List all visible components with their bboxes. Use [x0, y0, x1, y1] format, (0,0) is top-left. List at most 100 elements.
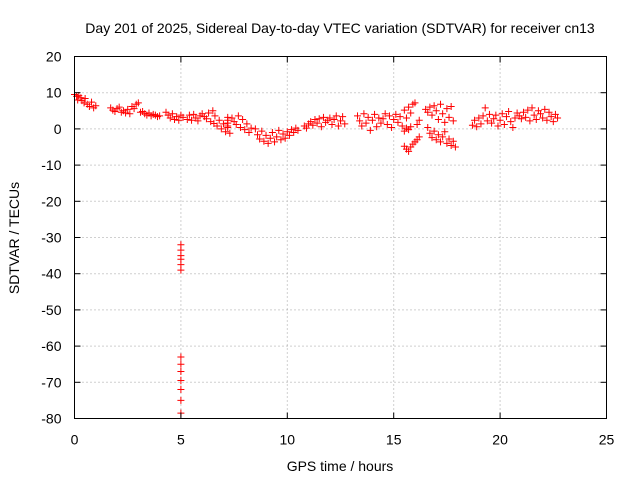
data-point: [337, 117, 344, 125]
data-point: [392, 110, 400, 118]
data-point: [177, 353, 185, 361]
data-point: [366, 126, 374, 134]
data-point: [483, 117, 491, 125]
data-point: [441, 128, 449, 136]
data-point: [449, 117, 457, 125]
data-point: [437, 100, 445, 108]
data-point: [381, 110, 389, 118]
data-point: [217, 125, 225, 133]
data-point: [547, 113, 555, 121]
data-point: [441, 118, 449, 126]
data-point: [281, 134, 289, 142]
data-point: [188, 116, 196, 124]
data-point: [432, 136, 440, 144]
data-point: [554, 114, 562, 122]
data-point: [545, 108, 553, 116]
data-point: [339, 113, 347, 121]
data-point: [488, 119, 496, 127]
data-point: [126, 110, 134, 118]
data-point: [273, 133, 281, 141]
data-point: [449, 137, 457, 145]
data-point: [360, 110, 368, 118]
y-axis-label: SDTVAR / TECUs: [6, 182, 22, 294]
data-point: [377, 119, 385, 127]
data-point: [275, 126, 283, 134]
data-point: [375, 114, 383, 122]
data-points: [71, 91, 562, 417]
data-point: [498, 110, 506, 118]
data-point: [373, 123, 381, 131]
data-point: [330, 115, 338, 123]
data-point: [264, 139, 272, 147]
data-point: [473, 123, 481, 131]
x-tick-label: 15: [386, 432, 402, 448]
chart-title: Day 201 of 2025, Sidereal Day-to-day VTE…: [85, 20, 595, 36]
data-point: [407, 109, 415, 117]
data-point: [383, 121, 391, 129]
data-point: [173, 113, 181, 121]
data-point: [517, 115, 525, 123]
data-point: [175, 116, 183, 124]
data-point: [283, 128, 291, 136]
data-point: [549, 118, 557, 126]
data-point: [326, 114, 334, 122]
data-point: [528, 104, 536, 112]
data-point: [424, 108, 432, 116]
data-point: [479, 112, 487, 120]
data-point: [207, 118, 215, 126]
data-point: [379, 115, 387, 123]
data-point: [511, 114, 519, 122]
data-point: [543, 116, 551, 124]
data-point: [177, 386, 185, 394]
data-point: [177, 360, 185, 368]
data-point: [530, 111, 538, 119]
y-tick-label: -20: [41, 193, 61, 209]
data-point: [245, 129, 253, 137]
data-point: [268, 129, 276, 137]
x-tick-label: 0: [71, 432, 79, 448]
data-point: [134, 99, 142, 107]
data-point: [432, 107, 440, 115]
data-point: [194, 117, 202, 125]
data-point: [166, 114, 174, 122]
y-tick-label: 20: [46, 49, 62, 65]
data-point: [388, 123, 396, 131]
data-point: [124, 105, 132, 113]
data-point: [430, 127, 438, 135]
data-point: [524, 106, 532, 114]
data-point: [371, 110, 379, 118]
y-tick-label: 10: [46, 85, 62, 101]
data-point: [400, 106, 408, 114]
data-point: [368, 116, 376, 124]
data-point: [328, 121, 336, 129]
data-point: [426, 103, 434, 111]
x-tick-label: 5: [177, 432, 185, 448]
data-point: [247, 124, 255, 132]
y-tick-labels: 20 10 0 -10 -20 -30 -40 -50 -60 -70 -80: [41, 49, 61, 427]
data-point: [490, 115, 498, 123]
data-point: [539, 114, 547, 122]
data-point: [234, 112, 242, 120]
data-point: [385, 112, 393, 120]
data-point: [415, 133, 423, 141]
data-point: [477, 120, 485, 128]
data-point: [213, 122, 221, 130]
data-point: [243, 120, 251, 128]
data-point: [256, 135, 264, 143]
y-tick-label: -50: [41, 302, 61, 318]
data-point: [177, 367, 185, 375]
y-tick-label: -40: [41, 266, 61, 282]
data-point: [239, 115, 247, 123]
data-point: [485, 110, 493, 118]
x-tick-label: 10: [280, 432, 296, 448]
data-point: [211, 112, 219, 120]
data-point: [468, 121, 476, 129]
data-point: [313, 119, 321, 127]
data-point: [202, 115, 210, 123]
data-point: [309, 121, 317, 129]
data-point: [215, 116, 223, 124]
data-point: [481, 104, 489, 112]
data-point: [168, 110, 176, 118]
data-point: [271, 138, 279, 146]
